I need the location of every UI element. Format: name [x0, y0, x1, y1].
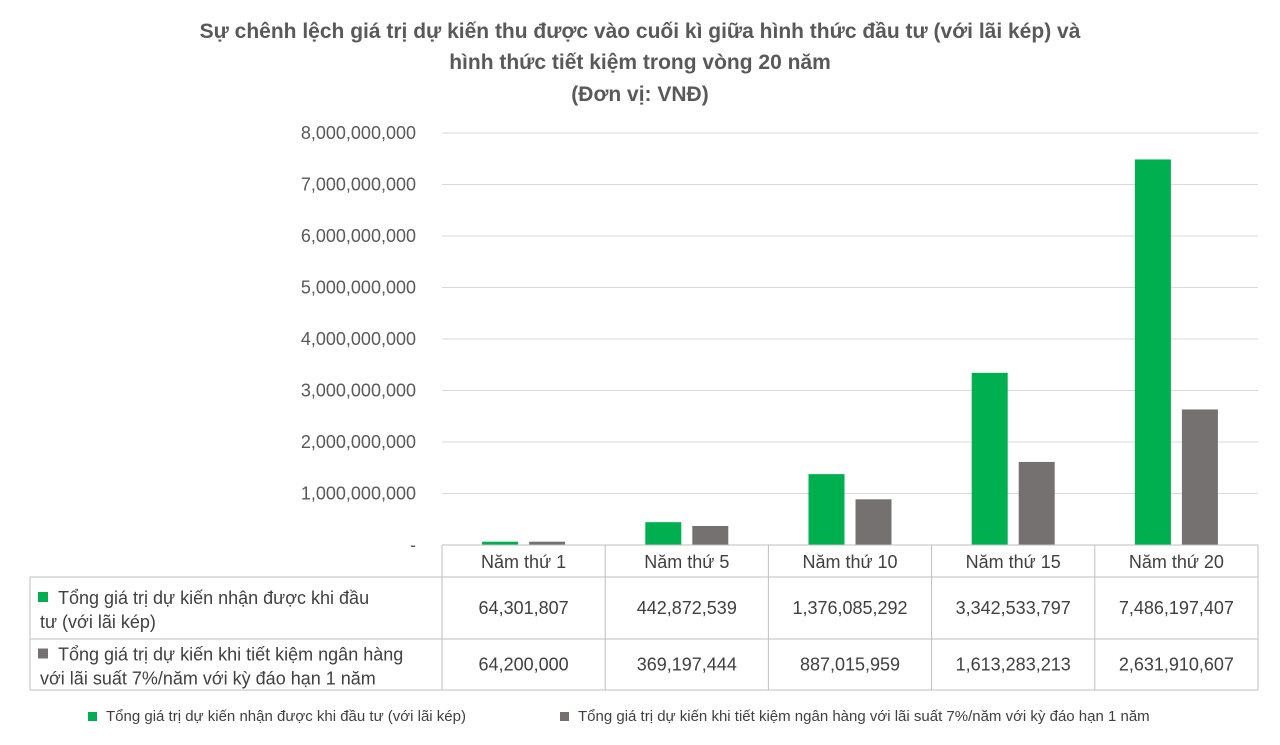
y-tick-label: -	[410, 535, 416, 555]
bar-series-2-1	[529, 541, 566, 545]
y-tick-label: 4,000,000,000	[301, 329, 416, 349]
table-cell-value: 64,200,000	[479, 655, 569, 675]
legend: Tổng giá trị dự kiến nhận được khi đầu t…	[88, 708, 1150, 725]
table-cell-value: 1,376,085,292	[792, 598, 907, 618]
table-legend-key-2	[38, 648, 48, 659]
bar-series-2-4	[1018, 461, 1055, 545]
legend-key-series-1	[88, 712, 97, 721]
chart-title-line: (Đơn vị: VNĐ)	[571, 83, 708, 106]
bars	[482, 159, 1218, 546]
legend-label-series-2: Tổng giá trị dự kiến khi tiết kiệm ngân …	[578, 708, 1150, 725]
y-tick-label: 1,000,000,000	[301, 484, 416, 504]
y-axis-tick-labels: - 1,000,000,000 2,000,000,000 3,000,000,000…	[301, 123, 416, 555]
x-category-label: Năm thứ 15	[966, 552, 1061, 572]
legend-label-series-1: Tổng giá trị dự kiến nhận được khi đầu t…	[106, 708, 466, 725]
bar-series-1-3	[808, 474, 845, 545]
table-cell-value: 369,197,444	[637, 655, 737, 675]
chart-title-line: hình thức tiết kiệm trong vòng 20 năm	[449, 51, 831, 74]
y-tick-label: 8,000,000,000	[301, 123, 416, 143]
table-legend-key-1	[38, 592, 48, 602]
bar-series-1-1	[482, 541, 519, 545]
bar-series-2-2	[692, 525, 729, 545]
bar-series-1-5	[1134, 159, 1171, 546]
x-category-label: Năm thứ 5	[644, 552, 729, 572]
table-row-label: Tổng giá trị dự kiến nhận được khi đầu	[58, 588, 369, 608]
y-tick-label: 7,000,000,000	[301, 175, 416, 195]
y-tick-label: 5,000,000,000	[301, 278, 416, 298]
gridlines	[442, 132, 1258, 494]
table-row-label: Tổng giá trị dự kiến khi tiết kiệm ngân …	[58, 645, 403, 665]
x-category-label: Năm thứ 10	[802, 552, 897, 572]
bar-series-1-4	[971, 372, 1008, 545]
bar-series-1-2	[645, 522, 682, 545]
table-cell-value: 2,631,910,607	[1119, 655, 1234, 675]
data-table: Năm thứ 1 Năm thứ 5 Năm thứ 10 Năm thứ 15 Nă…	[29, 544, 1259, 691]
bar-series-2-5	[1181, 409, 1218, 545]
y-tick-label: 2,000,000,000	[301, 432, 416, 452]
table-cell-value: 7,486,197,407	[1119, 598, 1234, 618]
table-cell-value: 442,872,539	[637, 598, 737, 618]
legend-key-series-2	[560, 712, 569, 721]
table-cell-value: 1,613,283,213	[956, 655, 1071, 675]
y-tick-label: 3,000,000,000	[301, 381, 416, 401]
x-category-label: Năm thứ 1	[481, 552, 566, 572]
table-row-label: với lãi suất 7%/năm với kỳ đáo hạn 1 năm	[40, 669, 376, 689]
y-tick-label: 6,000,000,000	[301, 226, 416, 246]
chart-title: Sự chênh lệch giá trị dự kiến thu được v…	[200, 20, 1081, 106]
table-cell-value: 64,301,807	[479, 598, 569, 618]
chart-title-line: Sự chênh lệch giá trị dự kiến thu được v…	[200, 20, 1081, 43]
table-row-label: tư (với lãi kép)	[40, 612, 156, 632]
table-cell-value: 3,342,533,797	[956, 598, 1071, 618]
bar-series-2-3	[855, 499, 892, 545]
x-category-label: Năm thứ 20	[1129, 552, 1224, 572]
table-cell-value: 887,015,959	[800, 655, 900, 675]
